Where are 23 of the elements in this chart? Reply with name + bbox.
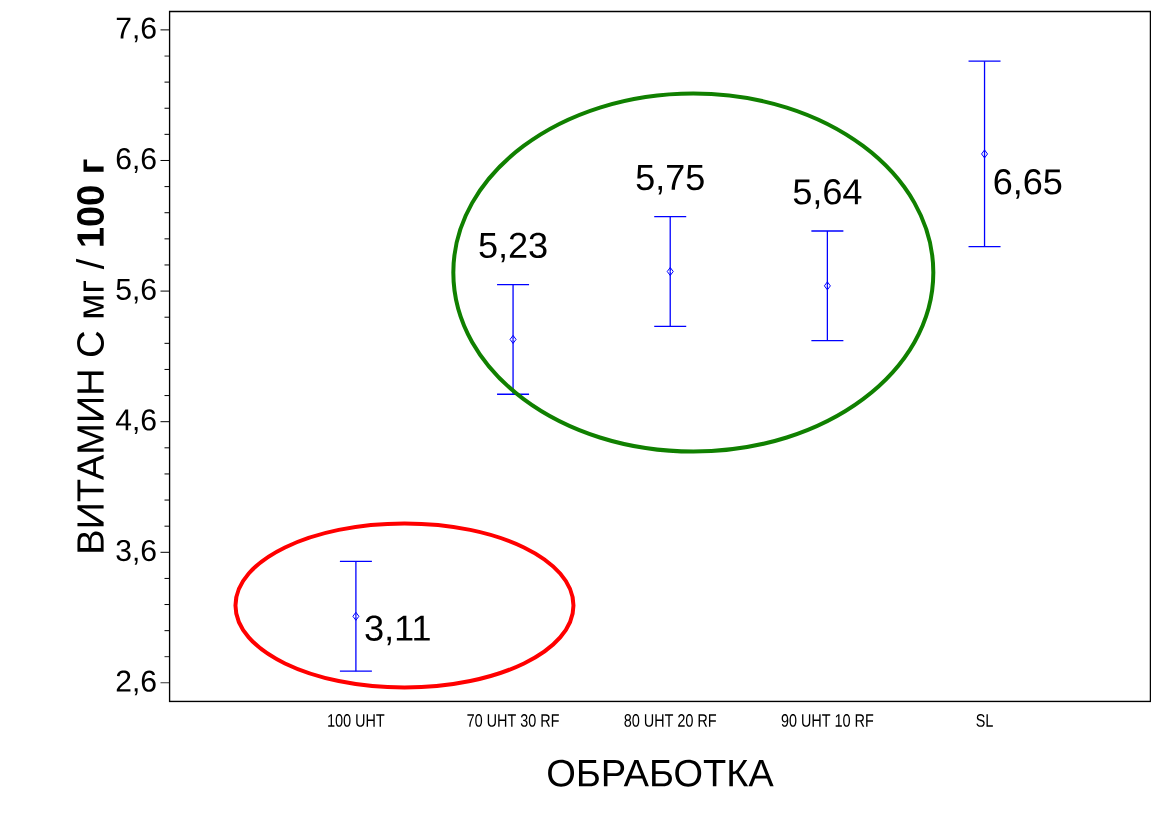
point xyxy=(823,281,831,291)
y-tick-label: 4,6 xyxy=(115,409,156,435)
x-tick-label: 100 UHT xyxy=(328,714,385,727)
data-label: 5,23 xyxy=(479,232,547,263)
data-label: 5,64 xyxy=(793,179,862,209)
point xyxy=(352,611,360,621)
x-tick-label: 70 UHT 30 RF xyxy=(467,714,559,727)
y-tick-label: 6,6 xyxy=(116,148,156,173)
y-tick-label: 2,6 xyxy=(116,670,156,696)
point xyxy=(509,334,517,344)
x-axis-title: ОБРАБОТКА xyxy=(548,759,774,787)
data-label: 6,65 xyxy=(994,169,1062,199)
x-tick-label: 90 UHT 10 RF xyxy=(781,714,874,727)
data-label: 3,11 xyxy=(365,615,430,646)
y-tick-label: 5,6 xyxy=(116,278,156,304)
y-tick-label: 7,6 xyxy=(116,17,156,43)
y-axis-title: ВИТАМИН С мг / 100 г xyxy=(76,159,104,552)
data-label: 5,75 xyxy=(636,165,704,195)
x-tick-label: 80 UHT 20 RF xyxy=(624,714,717,727)
x-tick-label: SL xyxy=(976,714,993,727)
point xyxy=(981,149,989,159)
y-tick-label: 3,6 xyxy=(116,539,156,565)
point xyxy=(666,267,674,276)
